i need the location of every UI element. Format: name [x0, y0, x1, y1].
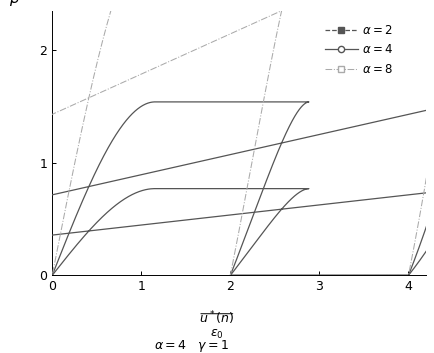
- Text: $u^*(n)$: $u^*(n)$: [199, 310, 234, 327]
- Text: $\beta$: $\beta$: [9, 0, 20, 8]
- Text: $\varepsilon_0$: $\varepsilon_0$: [210, 328, 223, 341]
- Text: $\alpha = 4 \quad \gamma = 1$: $\alpha = 4 \quad \gamma = 1$: [154, 339, 228, 353]
- Legend: $\alpha = 2$, $\alpha = 4$, $\alpha = 8$: $\alpha = 2$, $\alpha = 4$, $\alpha = 8$: [319, 19, 397, 80]
